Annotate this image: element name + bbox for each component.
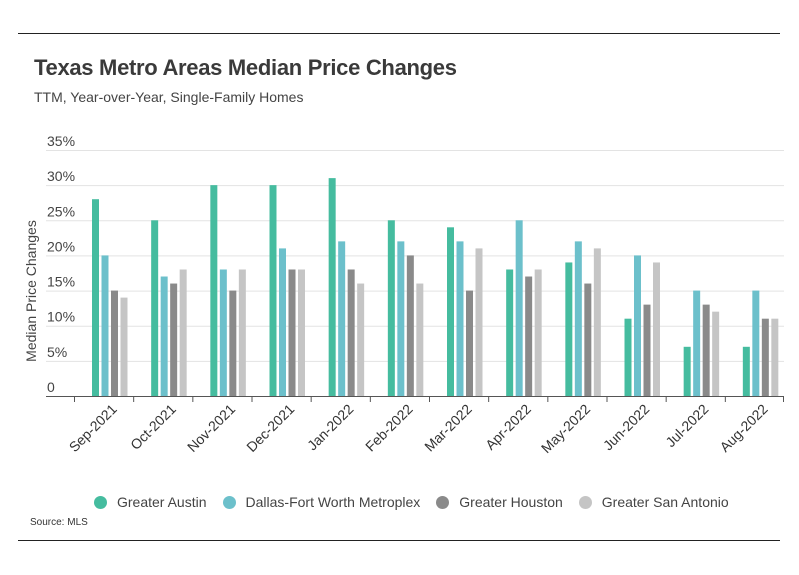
bar-greater-san-antonio (179, 269, 187, 396)
bar-greater-austin (506, 269, 514, 396)
y-tick-label: 10% (47, 309, 75, 325)
x-tick-label: Aug-2022 (716, 401, 770, 455)
bar-dallas-fort-worth-metroplex (219, 269, 227, 396)
chart-title: Texas Metro Areas Median Price Changes (34, 55, 457, 80)
x-tick-label: Sep-2021 (66, 401, 120, 455)
legend-label: Greater Austin (117, 494, 207, 510)
bar-greater-austin (624, 318, 632, 396)
bar-greater-austin (447, 227, 454, 396)
bar-greater-houston (347, 269, 355, 396)
legend-item: Greater Houston (436, 494, 563, 510)
y-tick-label: 15% (47, 274, 75, 290)
bar-dallas-fort-worth-metroplex (515, 220, 523, 396)
bar-greater-san-antonio (534, 269, 542, 396)
legend-swatch (222, 495, 236, 509)
bar-greater-austin (565, 262, 573, 396)
x-tick-label: Dec-2021 (243, 401, 297, 455)
bottom-rule (18, 540, 780, 541)
y-tick-label: 20% (47, 238, 75, 254)
legend-item: Greater Austin (94, 494, 207, 510)
x-tick-label: Feb-2022 (362, 401, 416, 455)
source-note: Source: MLS (30, 517, 88, 528)
bar-greater-austin (92, 199, 99, 396)
bar-greater-houston (170, 283, 178, 396)
bar-greater-san-antonio (416, 283, 424, 396)
bar-dallas-fort-worth-metroplex (279, 248, 286, 396)
x-tick-label: Mar-2022 (421, 401, 475, 455)
bar-dallas-fort-worth-metroplex (634, 255, 641, 396)
bar-greater-san-antonio (593, 248, 601, 396)
bar-dallas-fort-worth-metroplex (160, 276, 168, 396)
x-tick-label: Apr-2022 (482, 401, 534, 453)
bar-greater-austin (151, 220, 159, 396)
bar-greater-houston (761, 318, 769, 396)
bar-greater-san-antonio (120, 297, 128, 396)
bar-dallas-fort-worth-metroplex (574, 241, 582, 396)
top-rule (18, 33, 780, 34)
y-tick-label: 35% (47, 133, 75, 149)
y-axis-label: Median Price Changes (23, 220, 39, 362)
x-tick-label: Jun-2022 (600, 401, 653, 454)
bar-greater-san-antonio (653, 262, 660, 396)
bar-greater-houston (584, 283, 592, 396)
bar-greater-houston (288, 269, 296, 396)
bar-greater-san-antonio (238, 269, 246, 396)
bar-greater-houston (525, 276, 533, 396)
bar-greater-austin (269, 185, 277, 396)
legend-label: Greater San Antonio (601, 494, 729, 510)
bar-greater-houston (229, 290, 237, 396)
bar-greater-austin (328, 178, 336, 396)
bar-greater-houston (466, 290, 473, 396)
legend-label: Greater Houston (459, 494, 563, 510)
legend-swatch (578, 495, 592, 509)
bar-dallas-fort-worth-metroplex (752, 290, 760, 396)
bar-greater-san-antonio (771, 318, 779, 396)
bar-greater-san-antonio (712, 311, 720, 396)
legend-label: Dallas-Fort Worth Metroplex (245, 494, 421, 510)
chart-subtitle: TTM, Year-over-Year, Single-Family Homes (34, 89, 304, 105)
bar-dallas-fort-worth-metroplex (456, 241, 464, 396)
y-tick-label: 0 (47, 379, 55, 395)
bar-greater-san-antonio (475, 248, 483, 396)
bar-greater-houston (643, 304, 651, 396)
bar-greater-austin (683, 346, 691, 396)
bar-dallas-fort-worth-metroplex (338, 241, 346, 396)
x-tick-label: Jul-2022 (662, 401, 711, 450)
legend-swatch (436, 495, 450, 509)
bar-greater-houston (406, 255, 414, 396)
bar-greater-houston (702, 304, 710, 396)
bar-greater-san-antonio (298, 269, 305, 396)
legend-item: Dallas-Fort Worth Metroplex (222, 494, 421, 510)
bar-greater-austin (210, 185, 218, 396)
bar-greater-san-antonio (357, 283, 365, 396)
x-tick-label: Jan-2022 (304, 401, 357, 454)
x-tick-label: Nov-2021 (184, 401, 238, 455)
x-tick-label: May-2022 (538, 401, 593, 456)
y-tick-label: 5% (47, 344, 67, 360)
legend-item: Greater San Antonio (578, 494, 729, 510)
y-tick-label: 30% (47, 168, 75, 184)
chart-legend: Greater Austin Dallas-Fort Worth Metrople… (94, 494, 745, 510)
bar-dallas-fort-worth-metroplex (397, 241, 405, 396)
bar-greater-austin (742, 346, 750, 396)
bar-greater-houston (111, 290, 118, 396)
y-tick-label: 25% (47, 203, 75, 219)
bar-dallas-fort-worth-metroplex (101, 255, 109, 396)
bar-greater-austin (387, 220, 395, 396)
legend-swatch (94, 495, 107, 509)
x-tick-label: Oct-2021 (127, 401, 179, 453)
bar-dallas-fort-worth-metroplex (693, 290, 701, 396)
